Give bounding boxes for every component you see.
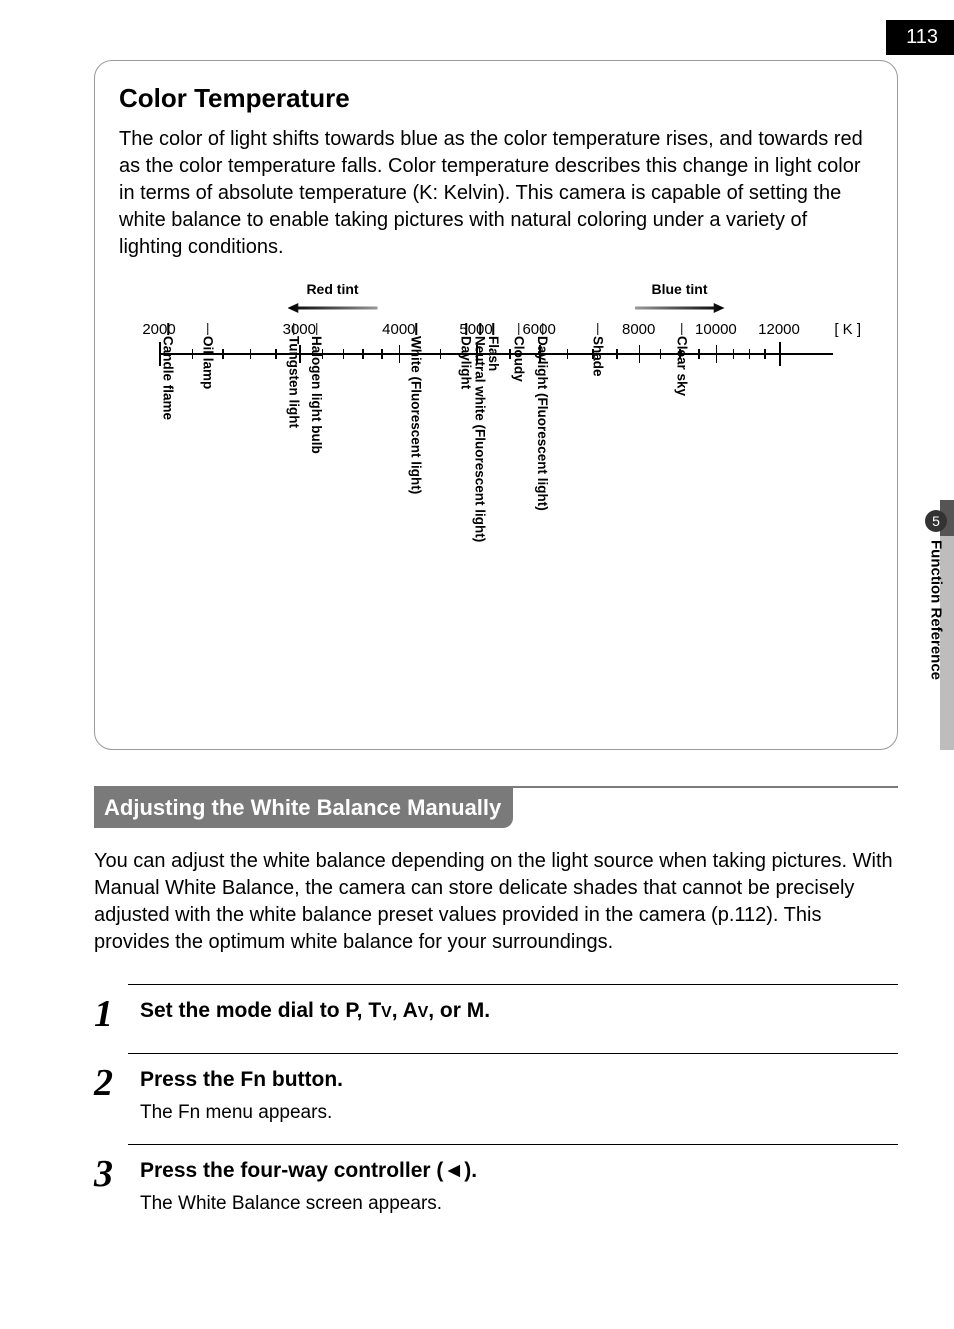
label-stem: [207, 323, 209, 335]
section-heading-bar: Adjusting the White Balance Manually: [94, 786, 898, 828]
step-title-part: AV: [403, 999, 429, 1022]
label-stem: [542, 323, 544, 335]
info-box-color-temperature: Color Temperature The color of light shi…: [94, 60, 898, 750]
step-number: 2: [94, 1064, 120, 1124]
step-title-part: TV: [368, 999, 391, 1022]
step-title-part: , or: [428, 999, 467, 1022]
step-number: 1: [94, 995, 120, 1033]
step-number: 3: [94, 1155, 120, 1215]
label-stem: [518, 323, 520, 335]
color-temperature-chart: Red tint Blue tint [ K ] 200030004000500…: [159, 281, 853, 721]
chapter-number: 5: [932, 513, 940, 529]
tint-right-label: Blue tint: [652, 281, 708, 297]
light-source-label: Flash: [486, 336, 501, 371]
step-content: Set the mode dial to P, TV, AV, or M.: [140, 999, 898, 1033]
section-heading: Adjusting the White Balance Manually: [94, 788, 513, 828]
step-title: Press the four-way controller (◄).: [140, 1159, 898, 1183]
step-title-part: Set the mode dial to: [140, 999, 345, 1022]
step-title: Press the Fn button.: [140, 1068, 898, 1092]
light-source-text: Tungsten light: [286, 336, 301, 428]
light-source-label: Candle flame: [161, 336, 176, 420]
label-stem: [681, 323, 683, 335]
info-box-body: The color of light shifts towards blue a…: [119, 126, 873, 261]
light-source-label: White (Fluorescent light): [409, 336, 424, 494]
light-source-label: Daylight: [459, 336, 474, 389]
label-stem: [316, 323, 318, 335]
step-title-part: Press the: [140, 1068, 240, 1091]
tint-left-label: Red tint: [306, 281, 358, 297]
label-stem: [493, 323, 495, 335]
step-title-part: P: [345, 999, 356, 1022]
light-source-text: Oil lamp: [200, 336, 215, 389]
arrow-left-icon: [288, 303, 378, 313]
label-stem: [415, 323, 417, 335]
light-source-text: White (Fluorescent light): [409, 336, 424, 494]
chapter-label: Function Reference: [928, 540, 945, 680]
step-description: The White Balance screen appears.: [140, 1193, 898, 1215]
step-title-part: M: [467, 999, 485, 1022]
label-stem: [479, 323, 481, 335]
tint-right-group: Blue tint: [506, 281, 853, 297]
light-source-text: Flash: [486, 336, 501, 371]
label-stem: [597, 323, 599, 335]
step-title-part: ,: [357, 999, 369, 1022]
step: 2Press the Fn button.The Fn menu appears…: [128, 1053, 898, 1144]
light-source-text: Halogen light bulb: [309, 336, 324, 454]
tint-row: Red tint Blue tint: [159, 281, 853, 297]
step: 1Set the mode dial to P, TV, AV, or M.: [128, 984, 898, 1053]
label-stem: [465, 323, 467, 335]
step-title-part: ,: [392, 999, 403, 1022]
tint-left-group: Red tint: [159, 281, 506, 297]
side-thumb-tab: 5 Function Reference: [918, 510, 954, 680]
light-source-text: Clear sky: [674, 336, 689, 396]
info-box-title: Color Temperature: [119, 83, 873, 114]
light-source-label: Oil lamp: [200, 336, 215, 389]
light-source-label: Halogen light bulb: [309, 336, 324, 454]
step-content: Press the four-way controller (◄). The Wh…: [140, 1159, 898, 1215]
light-source-label: Cloudy: [511, 336, 526, 382]
arrow-right-icon: [635, 303, 725, 313]
light-source-text: Candle flame: [161, 336, 176, 420]
step-title-part: .: [484, 999, 490, 1022]
step-title: Set the mode dial to P, TV, AV, or M.: [140, 999, 898, 1023]
step-title-part: button.: [266, 1068, 343, 1091]
light-source-text: Shade: [590, 336, 605, 377]
step-title-part: Fn: [240, 1068, 266, 1091]
label-stem: [293, 323, 295, 335]
light-source-label: Shade: [590, 336, 605, 377]
step-title-part: Press the four-way controller (: [140, 1159, 443, 1182]
light-source-label: Daylight (Fluorescent light): [535, 336, 550, 511]
page-number-tab: 113: [886, 20, 954, 55]
light-source-text: Daylight (Fluorescent light): [535, 336, 550, 511]
step-title-part: ).: [464, 1159, 477, 1182]
step-description: The Fn menu appears.: [140, 1102, 898, 1124]
light-source-text: Cloudy: [511, 336, 526, 382]
step: 3Press the four-way controller (◄).The W…: [128, 1144, 898, 1235]
label-stem: [167, 323, 169, 335]
step-content: Press the Fn button. The Fn menu appears.: [140, 1068, 898, 1124]
steps-list: 1Set the mode dial to P, TV, AV, or M.2P…: [94, 984, 898, 1235]
page-number: 113: [906, 26, 938, 48]
chapter-number-badge: 5: [925, 510, 947, 532]
light-source-label: Clear sky: [674, 336, 689, 396]
step-title-part: ◄: [443, 1159, 464, 1182]
light-source-label: Tungsten light: [286, 336, 301, 428]
light-source-labels: Candle flame Oil lamp Tungsten light Haloge…: [159, 336, 853, 706]
section-body: You can adjust the white balance dependi…: [94, 848, 898, 956]
light-source-text: Daylight: [459, 336, 474, 389]
